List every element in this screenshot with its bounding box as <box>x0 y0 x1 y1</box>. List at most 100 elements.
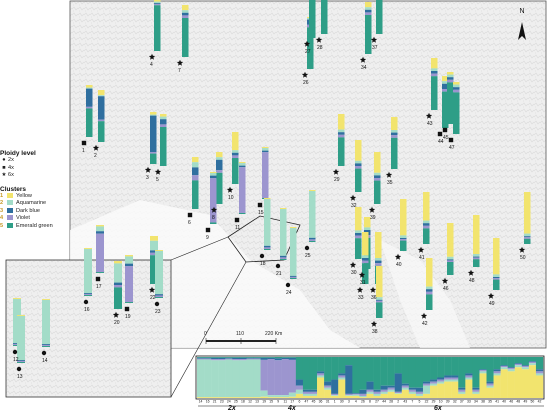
population-bar-2 <box>98 90 105 142</box>
population-bar-23 <box>155 250 163 298</box>
structure-segment-cluster-4 <box>528 361 537 364</box>
bar-segment-cluster-4 <box>42 345 50 347</box>
bar-segment-cluster-3 <box>96 231 104 234</box>
bar-segment-cluster-3 <box>17 360 25 362</box>
bar-segment-cluster-5 <box>426 294 433 310</box>
bar-segment-cluster-5 <box>17 362 25 363</box>
structure-segment-cluster-1 <box>373 395 381 398</box>
structure-segment-cluster-5 <box>444 357 452 376</box>
bar-segment-cluster-5 <box>98 121 105 142</box>
circle-marker-14 <box>41 350 47 356</box>
structure-column-41 <box>493 357 501 398</box>
population-bar-32 <box>355 140 362 192</box>
bar-segment-cluster-1 <box>376 266 383 298</box>
structure-label-36: 36 <box>319 400 323 404</box>
structure-segment-cluster-3 <box>302 389 311 392</box>
bar-segment-cluster-4 <box>96 233 104 273</box>
legend-cluster-2: 2 Aquamarine <box>0 200 47 206</box>
bar-segment-cluster-4 <box>391 135 398 138</box>
bar-segment-cluster-1 <box>524 192 531 234</box>
population-bar-20 <box>114 261 122 309</box>
population-bar-30 <box>355 207 362 259</box>
bar-segment-cluster-3 <box>155 294 163 296</box>
population-bar-15 <box>262 147 269 199</box>
structure-segment-cluster-2 <box>486 385 494 388</box>
population-label-16: 16 <box>84 307 90 313</box>
structure-column-47 <box>302 357 311 398</box>
bar-segment-cluster-3 <box>210 175 217 179</box>
population-label-8: 8 <box>212 215 215 221</box>
structure-segment-cluster-5 <box>521 357 530 366</box>
bar-segment-cluster-1 <box>150 236 158 241</box>
structure-label-24: 24 <box>227 400 231 404</box>
structure-segment-cluster-1 <box>521 369 530 398</box>
structure-segment-cluster-3 <box>507 367 515 369</box>
structure-column-26 <box>359 357 367 398</box>
cluster-swatch <box>7 200 13 206</box>
structure-segment-cluster-1 <box>295 393 304 398</box>
structure-segment-cluster-4 <box>535 371 544 374</box>
bar-segment-cluster-2 <box>309 191 316 238</box>
structure-segment-cluster-4 <box>302 391 311 394</box>
structure-segment-cluster-5 <box>514 357 523 364</box>
bar-segment-cluster-4 <box>423 225 430 229</box>
bar-segment-cluster-4 <box>400 239 407 241</box>
bar-segment-cluster-5 <box>473 259 480 267</box>
population-bar-1 <box>86 85 93 137</box>
population-label-33: 33 <box>358 295 364 301</box>
structure-label-15: 15 <box>269 400 273 404</box>
population-bar-22 <box>150 236 158 284</box>
star-marker-7 <box>176 59 184 66</box>
cluster-swatch <box>7 192 13 198</box>
structure-segment-cluster-1 <box>352 395 360 398</box>
structure-segment-cluster-1 <box>493 375 501 398</box>
bar-segment-cluster-2 <box>426 286 433 290</box>
bar-segment-cluster-2 <box>264 199 271 246</box>
structure-segment-cluster-5 <box>225 357 233 358</box>
bar-segment-cluster-1 <box>98 90 105 96</box>
bar-segment-cluster-3 <box>192 167 199 176</box>
bar-segment-cluster-1 <box>355 207 362 231</box>
bar-segment-cluster-4 <box>493 278 500 280</box>
population-bar-7 <box>182 5 189 57</box>
legend-cluster-4: 4 Violet <box>0 215 30 221</box>
square-marker-1 <box>81 140 87 146</box>
structure-segment-cluster-1 <box>401 389 410 398</box>
structure-segment-cluster-1 <box>408 393 417 398</box>
structure-segment-cluster-1 <box>451 381 459 398</box>
structure-segment-cluster-3 <box>486 381 494 384</box>
structure-segment-cluster-1 <box>267 397 275 398</box>
bar-segment-cluster-4 <box>239 167 246 213</box>
bar-segment-cluster-2 <box>232 150 239 153</box>
structure-segment-cluster-1 <box>458 393 466 398</box>
structure-segment-cluster-1 <box>302 395 311 398</box>
bar-segment-cluster-4 <box>309 239 316 241</box>
population-label-20: 20 <box>114 320 120 326</box>
structure-plot-frame <box>195 355 545 400</box>
structure-segment-cluster-3 <box>458 387 466 390</box>
population-label-12: 12 <box>13 357 19 363</box>
bar-segment-cluster-5 <box>374 180 381 204</box>
bar-segment-cluster-3 <box>338 132 345 135</box>
structure-segment-cluster-2 <box>373 393 381 396</box>
bar-segment-cluster-3 <box>365 9 372 13</box>
bar-segment-cluster-4 <box>150 252 158 256</box>
structure-label-7: 7 <box>411 400 413 404</box>
population-bar-48 <box>473 215 480 267</box>
square-marker-45 <box>442 127 448 133</box>
structure-label-31: 31 <box>326 400 330 404</box>
structure-column-13 <box>253 357 261 398</box>
population-label-25: 25 <box>305 253 311 259</box>
structure-segment-cluster-5 <box>197 357 205 358</box>
structure-segment-cluster-1 <box>437 383 445 398</box>
structure-segment-cluster-5 <box>218 357 226 358</box>
structure-column-15 <box>267 357 275 398</box>
bar-segment-cluster-1 <box>447 223 454 257</box>
structure-label-47: 47 <box>305 400 309 404</box>
population-label-26: 26 <box>303 80 309 86</box>
population-label-39: 39 <box>370 215 376 221</box>
structure-segment-cluster-5 <box>204 357 212 358</box>
structure-segment-cluster-3 <box>479 369 487 371</box>
structure-segment-cluster-4 <box>295 385 304 390</box>
star-marker-22 <box>148 286 156 293</box>
